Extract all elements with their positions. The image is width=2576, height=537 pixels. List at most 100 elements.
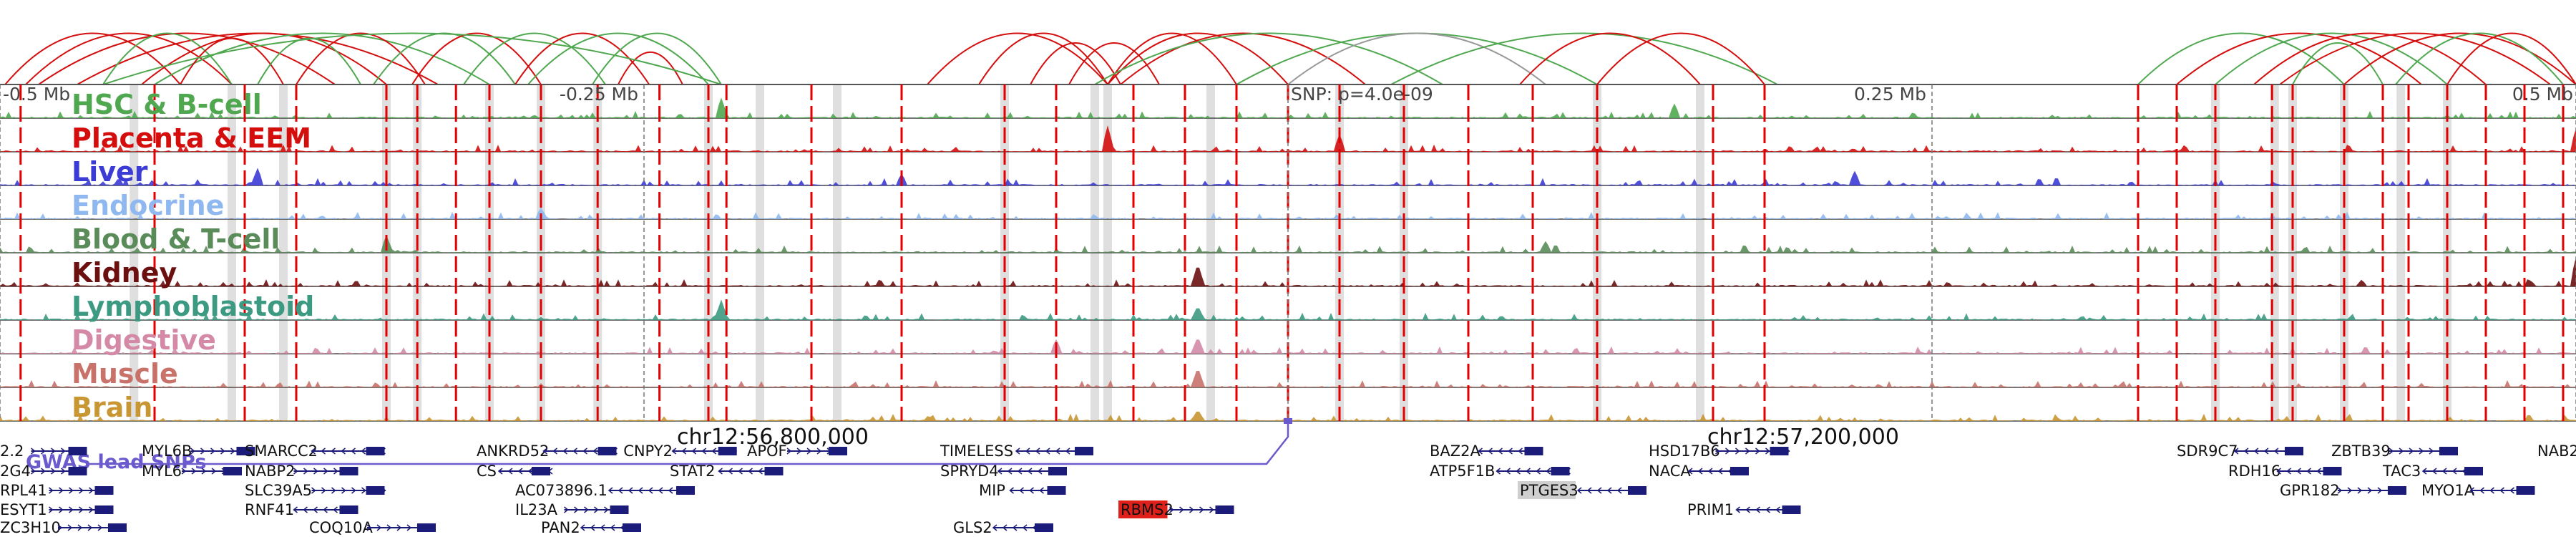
- gwas-snp-marker: [1284, 418, 1292, 424]
- strand-arrow: [51, 448, 56, 455]
- strand-arrow: [1045, 448, 1050, 455]
- strand-arrow: [564, 506, 569, 513]
- gene-label: RBMS2: [1121, 501, 1174, 518]
- strand-arrow: [293, 506, 298, 513]
- strand-arrow: [618, 487, 623, 494]
- strand-arrow: [711, 448, 717, 455]
- signal-3: [0, 207, 2576, 219]
- strand-arrow: [2409, 448, 2414, 455]
- strand-arrow: [671, 448, 677, 455]
- signal-9: [0, 411, 2576, 421]
- strand-arrow: [61, 448, 66, 455]
- strand-arrow: [1037, 468, 1043, 475]
- loop-arc: [373, 32, 516, 85]
- strand-arrow: [61, 468, 66, 475]
- gwas-lead-snps-label: GWAS lead SNPs: [26, 451, 206, 473]
- strand-arrow: [1735, 448, 1740, 455]
- loop-arc: [141, 32, 387, 85]
- strand-arrow: [562, 448, 567, 455]
- strand-arrow: [580, 524, 585, 531]
- axis-tick-label: -0.25 Mb: [560, 84, 638, 105]
- strand-arrow: [796, 448, 802, 455]
- strand-arrow: [311, 448, 316, 455]
- loop-arc: [2343, 32, 2576, 85]
- gene-label: ANKRD52: [477, 442, 549, 460]
- strand-arrow: [1536, 468, 1541, 475]
- chromosome-coordinate-label: chr12:57,200,000: [1707, 425, 1899, 450]
- strand-arrow: [1007, 468, 1013, 475]
- axis-tick-label: 0.5 Mb: [2512, 84, 2573, 105]
- strand-arrow: [89, 487, 94, 494]
- strand-arrow: [738, 468, 743, 475]
- strand-arrow: [1498, 448, 1503, 455]
- track-label: Digestive: [72, 324, 216, 356]
- gene-exon: [94, 505, 114, 514]
- strand-arrow: [638, 487, 643, 494]
- signal-8: [0, 371, 2576, 387]
- loop-arc: [2253, 32, 2487, 85]
- gene-exon: [676, 486, 695, 495]
- strand-arrow: [87, 524, 93, 531]
- strand-arrow: [311, 487, 316, 494]
- loop-arc: [25, 32, 233, 85]
- strand-arrow: [1745, 506, 1750, 513]
- gene-exon: [2464, 467, 2483, 475]
- strand-arrow: [313, 468, 318, 475]
- strand-arrow: [321, 448, 326, 455]
- gene-exon: [2388, 486, 2406, 495]
- strand-arrow: [681, 448, 687, 455]
- strand-arrow: [648, 487, 653, 494]
- gene-label: COQ10A: [309, 519, 373, 536]
- track-label: Lymphoblastoid: [72, 291, 314, 322]
- gene-exon: [366, 447, 385, 455]
- strand-arrow: [658, 487, 663, 494]
- strand-arrow: [552, 448, 557, 455]
- gene-exon: [1215, 505, 1234, 514]
- strand-arrow: [1009, 487, 1014, 494]
- loop-arc: [618, 52, 683, 85]
- gene-exon: [1047, 486, 1066, 495]
- strand-arrow: [728, 468, 733, 475]
- gene-label: PRIM1: [1687, 501, 1734, 518]
- gene-label: ZC3H10: [0, 519, 61, 536]
- gene-label: NAB2: [2537, 442, 2576, 460]
- gene-exon: [1770, 447, 1789, 455]
- gene-exon: [417, 523, 436, 532]
- strand-arrow: [59, 487, 64, 494]
- strand-arrow: [396, 524, 402, 531]
- gene-exon: [1628, 486, 1646, 495]
- strand-arrow: [1508, 448, 1513, 455]
- strand-arrow: [608, 487, 613, 494]
- strand-arrow: [1735, 506, 1740, 513]
- gene-label: CS: [477, 463, 497, 480]
- strand-arrow: [572, 448, 577, 455]
- strand-arrow: [527, 468, 533, 475]
- strand-arrow: [2389, 448, 2394, 455]
- gene-exon: [339, 467, 358, 475]
- gene-exon: [1551, 467, 1570, 475]
- gene-exon: [718, 447, 737, 455]
- strand-arrow: [1012, 524, 1018, 531]
- strand-arrow: [57, 524, 63, 531]
- strand-arrow: [604, 506, 609, 513]
- strand-arrow: [590, 524, 595, 531]
- gene-label: PAN2: [541, 519, 580, 536]
- strand-arrow: [69, 487, 74, 494]
- strand-arrow: [190, 448, 195, 455]
- loop-arc: [978, 32, 1108, 85]
- strand-arrow: [691, 448, 697, 455]
- strand-arrow: [2263, 448, 2269, 455]
- gene-label: TAC3: [2382, 463, 2421, 480]
- strand-arrow: [1027, 468, 1033, 475]
- loop-arc: [1519, 32, 1701, 85]
- strand-arrow: [220, 448, 225, 455]
- track-label: Kidney: [72, 257, 177, 289]
- strand-arrow: [1488, 448, 1493, 455]
- gene-label: RNF41: [245, 501, 294, 518]
- gene-exon: [94, 486, 114, 495]
- loop-arc: [102, 32, 233, 85]
- loop-arc: [1390, 32, 1778, 85]
- gene-exon: [68, 467, 87, 475]
- loop-arc: [1107, 32, 1237, 85]
- strand-arrow: [628, 487, 633, 494]
